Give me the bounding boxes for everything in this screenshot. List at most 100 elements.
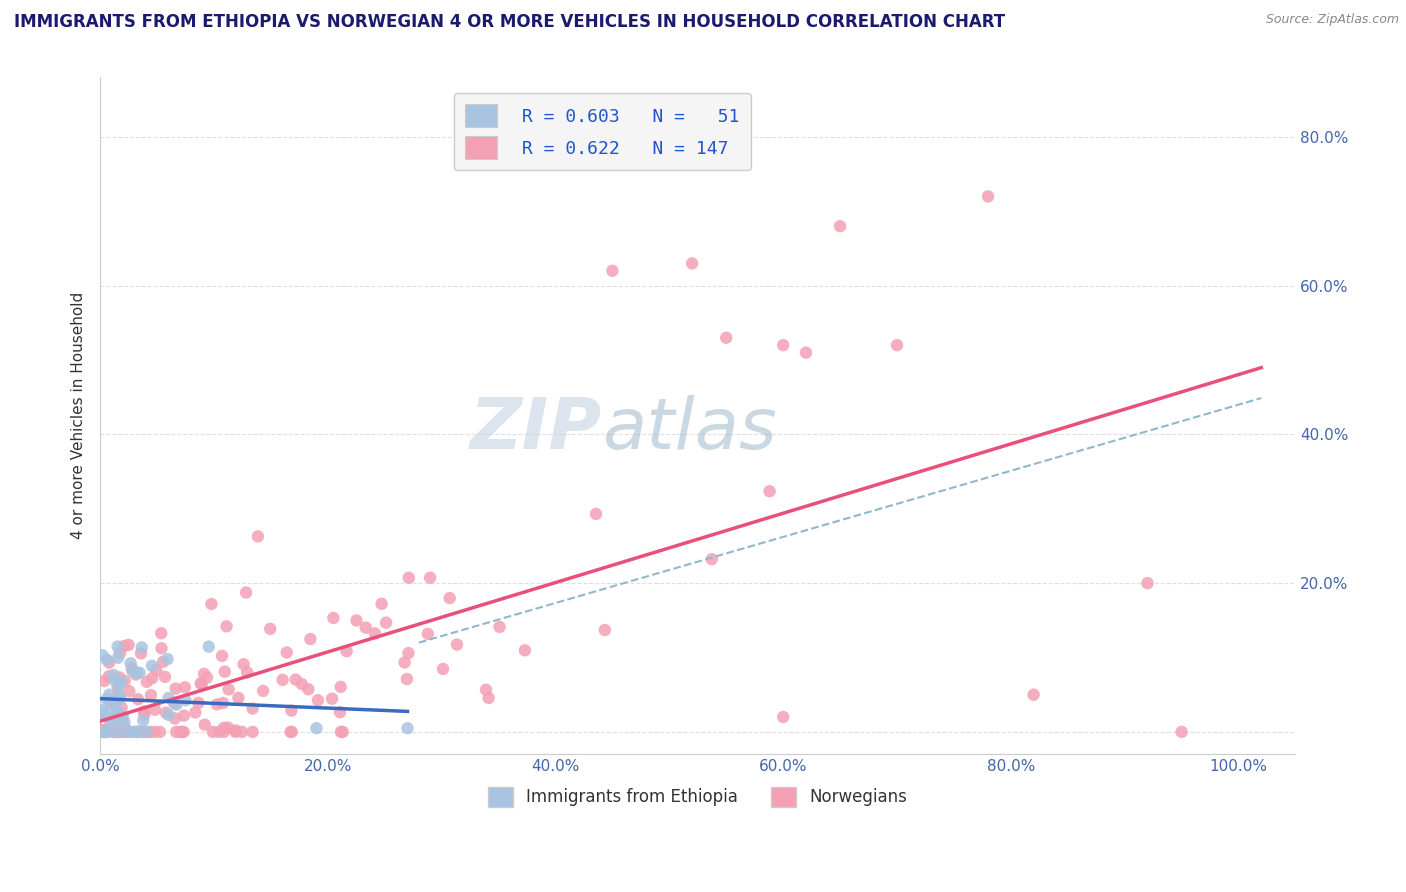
Point	[513, 643, 536, 657]
Point	[212, 696, 235, 710]
Point	[184, 706, 207, 720]
Point	[291, 677, 314, 691]
Point	[104, 674, 127, 689]
Point	[830, 219, 852, 234]
Point	[197, 640, 219, 654]
Point	[108, 725, 131, 739]
Point	[94, 725, 117, 739]
Point	[117, 638, 139, 652]
Point	[114, 673, 136, 688]
Point	[593, 623, 616, 637]
Point	[700, 552, 723, 566]
Point	[111, 709, 134, 723]
Point	[157, 691, 180, 706]
Point	[602, 264, 624, 278]
Point	[280, 725, 302, 739]
Point	[173, 708, 195, 723]
Point	[307, 693, 329, 707]
Point	[128, 725, 150, 739]
Point	[681, 256, 703, 270]
Point	[91, 648, 114, 663]
Point	[108, 688, 131, 702]
Point	[157, 707, 180, 722]
Y-axis label: 4 or more Vehicles in Household: 4 or more Vehicles in Household	[72, 293, 86, 540]
Point	[94, 723, 117, 737]
Point	[193, 667, 215, 681]
Point	[394, 656, 416, 670]
Point	[228, 690, 250, 705]
Point	[163, 696, 186, 710]
Point	[128, 665, 150, 680]
Point	[112, 639, 135, 653]
Point	[114, 722, 136, 736]
Point	[103, 714, 125, 728]
Point	[107, 678, 129, 692]
Point	[398, 571, 420, 585]
Point	[108, 670, 131, 684]
Point	[205, 698, 228, 712]
Point	[585, 507, 607, 521]
Point	[152, 655, 174, 669]
Text: atlas: atlas	[602, 395, 776, 464]
Point	[100, 704, 122, 718]
Point	[132, 725, 155, 739]
Point	[232, 657, 254, 672]
Point	[235, 585, 257, 599]
Point	[125, 667, 148, 681]
Point	[111, 712, 134, 726]
Point	[127, 725, 149, 739]
Point	[163, 711, 186, 725]
Point	[97, 669, 120, 683]
Point	[98, 713, 121, 727]
Point	[1022, 688, 1045, 702]
Point	[105, 725, 128, 739]
Point	[354, 621, 377, 635]
Point	[134, 725, 156, 739]
Point	[169, 725, 191, 739]
Point	[107, 681, 129, 695]
Point	[330, 725, 353, 739]
Point	[231, 725, 253, 739]
Point	[215, 619, 238, 633]
Point	[195, 671, 218, 685]
Point	[416, 627, 439, 641]
Point	[97, 723, 120, 737]
Point	[108, 690, 131, 705]
Point	[128, 725, 150, 739]
Point	[127, 692, 149, 706]
Text: ZIP: ZIP	[470, 395, 602, 464]
Point	[305, 721, 328, 735]
Point	[173, 725, 195, 739]
Point	[190, 676, 212, 690]
Point	[321, 691, 343, 706]
Point	[322, 611, 344, 625]
Point	[165, 725, 187, 739]
Point	[419, 571, 441, 585]
Point	[794, 345, 817, 359]
Point	[105, 705, 128, 719]
Point	[141, 658, 163, 673]
Point	[107, 650, 129, 665]
Point	[121, 661, 143, 675]
Point	[271, 673, 294, 687]
Point	[716, 331, 738, 345]
Point	[141, 671, 163, 685]
Point	[1170, 725, 1192, 739]
Point	[112, 714, 135, 729]
Point	[329, 705, 352, 719]
Point	[446, 638, 468, 652]
Point	[103, 725, 125, 739]
Point	[276, 646, 298, 660]
Point	[187, 696, 209, 710]
Point	[107, 640, 129, 654]
Point	[364, 626, 387, 640]
Point	[772, 710, 794, 724]
Point	[143, 703, 166, 717]
Point	[129, 646, 152, 660]
Point	[977, 189, 1000, 203]
Point	[165, 698, 187, 712]
Point	[96, 653, 118, 667]
Point	[242, 701, 264, 715]
Point	[170, 725, 193, 739]
Point	[432, 662, 454, 676]
